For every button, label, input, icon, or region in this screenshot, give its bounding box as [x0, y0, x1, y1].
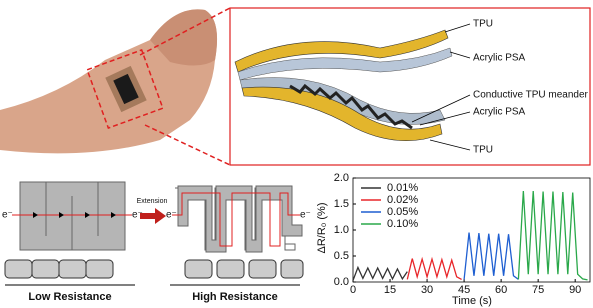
- legend-label: 0.10%: [387, 218, 418, 230]
- x-tick-label: 0: [350, 284, 356, 296]
- meander-relaxed: [5, 182, 135, 285]
- x-tick-label: 60: [495, 284, 507, 296]
- layer-illustration: [235, 24, 470, 150]
- y-tick-label: 1.5: [334, 198, 349, 210]
- layer-label: TPU: [473, 145, 493, 156]
- data-line: [353, 267, 407, 280]
- y-tick-label: 2.0: [334, 172, 349, 184]
- layer-label: TPU: [473, 19, 493, 30]
- y-tick-label: 0.0: [334, 276, 349, 288]
- x-tick-label: 30: [421, 284, 433, 296]
- data-line: [464, 233, 518, 280]
- layer-label: Acrylic PSA: [473, 53, 526, 64]
- x-tick-label: 45: [458, 284, 470, 296]
- legend-label: 0.01%: [387, 182, 418, 194]
- caption: Low Resistance: [28, 291, 111, 303]
- electron-label: e⁻: [2, 210, 13, 221]
- legend-label: 0.02%: [387, 194, 418, 206]
- x-tick-label: 15: [384, 284, 396, 296]
- data-line: [407, 259, 461, 280]
- electron-label: e⁻: [300, 210, 311, 221]
- y-tick-label: 1.0: [334, 224, 349, 236]
- caption: High Resistance: [192, 291, 278, 303]
- extension-label: Extension: [137, 198, 168, 205]
- layer-label: Acrylic PSA: [473, 107, 526, 118]
- legend-label: 0.05%: [387, 206, 418, 218]
- y-tick-label: 0.5: [334, 250, 349, 262]
- extension-arrow: [140, 208, 166, 224]
- layer-label: Conductive TPU meander: [473, 90, 589, 101]
- y-axis-label: ΔR/R₀ (%): [316, 202, 328, 253]
- x-tick-label: 75: [532, 284, 544, 296]
- meander-stretched: [170, 186, 303, 285]
- x-tick-label: 90: [569, 284, 581, 296]
- x-axis-label: Time (s): [452, 295, 492, 307]
- data-line: [518, 191, 587, 280]
- electron-label: e⁻: [166, 210, 177, 221]
- figure: TPU Acrylic PSA Conductive TPU meander A…: [0, 0, 593, 308]
